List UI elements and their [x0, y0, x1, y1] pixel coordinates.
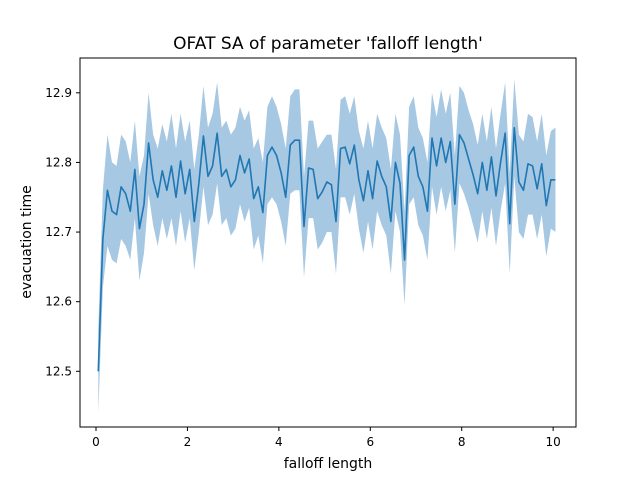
confidence-band-0 [98, 78, 556, 414]
y-tick-label: 12.9 [45, 86, 72, 100]
plot-frame [79, 57, 577, 428]
x-tick-label: 0 [92, 435, 100, 449]
x-tick-label: 2 [184, 435, 192, 449]
y-tick-label: 12.6 [45, 295, 72, 309]
plot-area [97, 78, 556, 414]
y-tick-label: 12.7 [45, 225, 72, 239]
chart-title: OFAT SA of parameter 'falloff length' [173, 34, 483, 54]
x-axis: 0 2 4 6 8 10 [92, 427, 561, 449]
y-tick-label: 12.5 [45, 364, 72, 378]
y-tick-label: 12.8 [45, 155, 72, 169]
y-axis-label: evacuation time [19, 185, 35, 299]
x-tick-label: 10 [546, 435, 561, 449]
y-axis: 12.5 12.6 12.7 12.8 12.9 [45, 86, 80, 378]
x-tick-label: 6 [366, 435, 374, 449]
series-line-0 [97, 126, 556, 372]
x-tick-label: 8 [458, 435, 466, 449]
x-tick-label: 4 [275, 435, 283, 449]
x-axis-label: falloff length [284, 456, 373, 472]
